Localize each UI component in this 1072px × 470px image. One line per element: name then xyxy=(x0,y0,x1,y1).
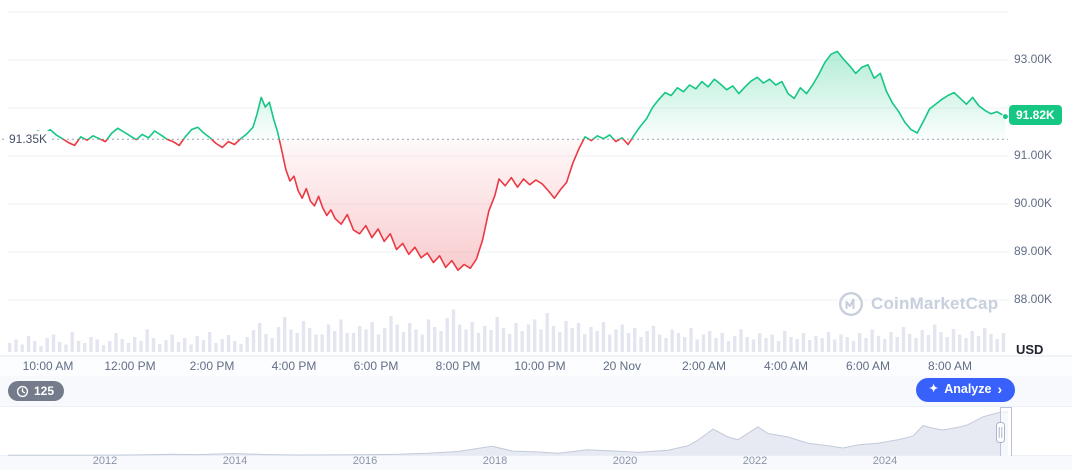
navigator-year-label: 2016 xyxy=(352,455,378,467)
analyze-button[interactable]: ✦ Analyze › xyxy=(916,378,1016,402)
years-strip xyxy=(0,456,1072,470)
current-point-dot xyxy=(1001,113,1009,121)
date-range-navigator[interactable] xyxy=(0,406,1072,457)
controls-strip xyxy=(0,376,1072,406)
x-axis-tick-label: 6:00 AM xyxy=(845,359,891,373)
x-axis-tick-label: 2:00 AM xyxy=(681,359,727,373)
price-line-green xyxy=(8,50,1006,140)
y-axis-tick-label: 88.00K xyxy=(1014,292,1053,306)
history-count-badge[interactable]: 125 xyxy=(8,381,65,402)
currency-unit-label: USD xyxy=(1016,342,1044,357)
watermark-text: CoinMarketCap xyxy=(871,294,999,313)
navigator-year-label: 2020 xyxy=(612,455,638,467)
sparkle-icon: ✦ xyxy=(929,383,939,396)
x-axis-tick-label: 6:00 PM xyxy=(353,359,399,373)
navigator-area-outline xyxy=(7,411,1009,456)
grid-lines xyxy=(0,11,1072,356)
navigator-year-label: 2014 xyxy=(222,455,248,467)
clock-icon xyxy=(16,385,29,398)
x-axis-tick-label: 10:00 PM xyxy=(514,359,566,373)
x-axis-tick-label: 8:00 PM xyxy=(435,359,481,373)
y-axis-tick-label: 90.00K xyxy=(1014,196,1053,210)
price-line-red xyxy=(6,139,633,271)
baseline-price-label: 91.35K xyxy=(5,131,52,148)
navigator-year-label: 2022 xyxy=(742,455,768,467)
price-area-red xyxy=(7,139,1006,271)
price-chart-svg[interactable] xyxy=(0,0,1072,356)
y-axis-tick-label: 91.00K xyxy=(1014,148,1053,162)
coinmarketcap-logo-icon xyxy=(838,291,864,317)
navigator-handle[interactable] xyxy=(996,422,1005,443)
x-axis-strip xyxy=(0,356,1072,376)
y-axis-tick-label: 89.00K xyxy=(1014,244,1053,258)
x-axis-tick-label: 4:00 AM xyxy=(763,359,809,373)
navigator-year-label: 2018 xyxy=(482,455,508,467)
x-axis-tick-label: 10:00 AM xyxy=(22,359,74,373)
watermark: CoinMarketCap xyxy=(838,291,998,317)
x-axis-tick-label: 8:00 AM xyxy=(927,359,973,373)
chevron-right-icon: › xyxy=(997,381,1003,398)
volume-bars xyxy=(8,309,1006,352)
navigator-area xyxy=(8,411,1008,456)
current-price-badge: 91.82K xyxy=(1009,105,1062,125)
analyze-button-label: Analyze xyxy=(944,382,992,396)
count-badge-label: 125 xyxy=(34,384,55,398)
navigator-svg[interactable] xyxy=(0,407,1072,457)
x-axis-tick-label: 4:00 PM xyxy=(271,359,317,373)
price-area-green xyxy=(9,51,1006,140)
y-axis-tick-label: 93.00K xyxy=(1014,52,1053,66)
x-axis-tick-label: 2:00 PM xyxy=(189,359,235,373)
navigator-year-label: 2024 xyxy=(872,455,898,467)
x-axis-tick-label: 12:00 PM xyxy=(104,359,156,373)
x-axis-tick-label: 20 Nov xyxy=(602,359,642,373)
navigator-year-label: 2012 xyxy=(92,455,118,467)
